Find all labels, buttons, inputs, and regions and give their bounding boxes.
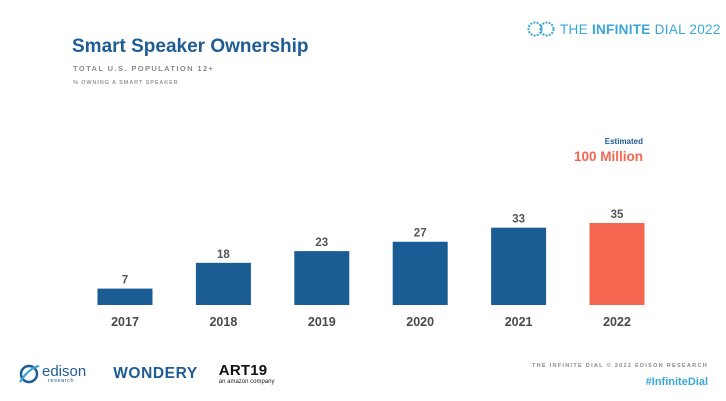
art19-logo: ART19 an amazon company [219, 363, 275, 385]
data-label-2020: 27 [414, 228, 427, 240]
sponsor-logos: edison research WONDERY ART19 an amazon … [18, 362, 274, 386]
data-label-2022: 35 [611, 209, 624, 221]
x-tick-label-2022: 2022 [603, 315, 631, 329]
infinite-dial-brand: THE INFINITE DIAL 2022 [527, 20, 721, 38]
hashtag: #InfiniteDial [645, 376, 708, 388]
data-label-2018: 18 [217, 249, 230, 261]
bar-2022 [589, 223, 645, 305]
infinity-rings-icon [527, 21, 555, 37]
chart-title: Smart Speaker Ownership [72, 36, 309, 57]
estimate-label: Estimated [604, 137, 643, 146]
bar-2018 [195, 262, 251, 305]
data-label-2019: 23 [315, 237, 328, 249]
estimate-value: 100 Million [573, 149, 643, 164]
bar-2021 [491, 227, 547, 305]
x-tick-label-2020: 2020 [406, 315, 434, 329]
bar-2017 [97, 288, 153, 305]
data-label-2021: 33 [512, 214, 525, 226]
footer-credit: THE INFINITE DIAL © 2022 EDISON RESEARCH [531, 363, 708, 369]
x-tick-label-2017: 2017 [111, 315, 139, 329]
y-axis-label: % OWNING A SMART SPEAKER [73, 80, 179, 86]
edison-sub: research [48, 377, 75, 384]
data-label-2017: 7 [122, 275, 128, 287]
art19-sub: an amazon company [218, 379, 275, 385]
wondery-logo: WONDERY [113, 365, 198, 382]
edison-swoosh-icon [19, 364, 40, 384]
bar-2019 [294, 251, 350, 305]
edison-name: edison [42, 362, 87, 380]
chart-subtitle: TOTAL U.S. POPULATION 12+ [73, 64, 215, 73]
brand-text: THE INFINITE DIAL 2022 [560, 21, 721, 37]
x-tick-label-2019: 2019 [308, 315, 336, 329]
x-tick-label-2018: 2018 [209, 315, 237, 329]
x-tick-label-2021: 2021 [505, 315, 533, 329]
edison-research-logo: edison research [18, 362, 86, 386]
art19-name: ART19 [218, 362, 268, 379]
bar-2020 [392, 241, 448, 305]
